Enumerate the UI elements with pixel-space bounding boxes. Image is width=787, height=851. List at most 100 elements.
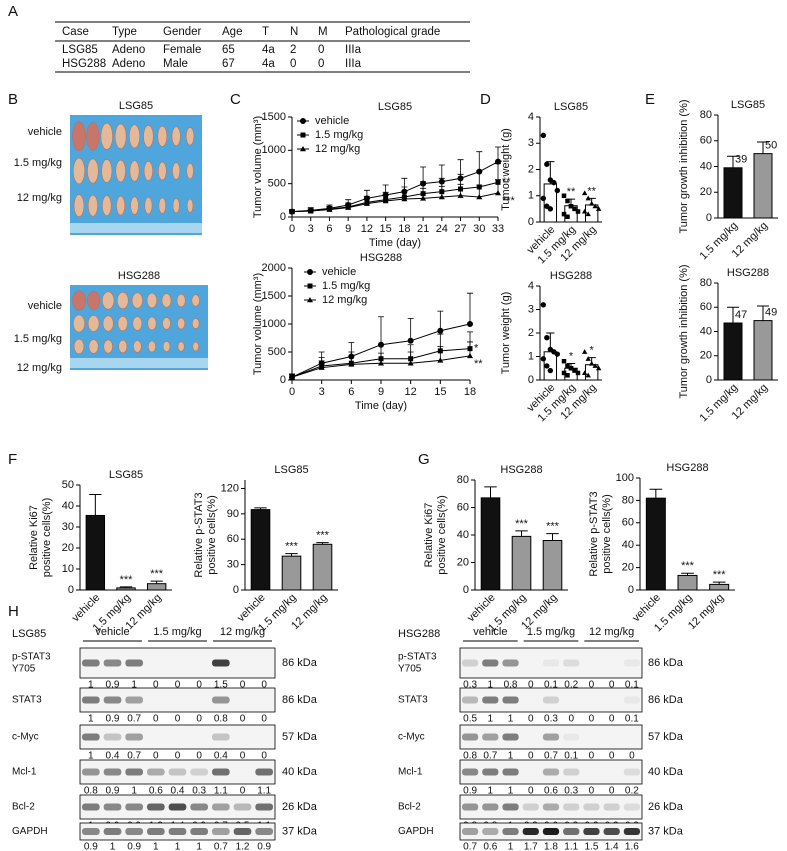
tumor bbox=[157, 161, 167, 181]
y-tick-label: 2 bbox=[528, 327, 534, 339]
quant-label: 0.8 bbox=[463, 751, 477, 762]
band bbox=[82, 803, 100, 811]
quant-label: 1 bbox=[488, 714, 494, 725]
data-point bbox=[581, 208, 588, 214]
x-tick-label: 3 bbox=[319, 386, 325, 398]
marker bbox=[420, 195, 427, 201]
table-cell: 0 bbox=[290, 58, 296, 70]
band bbox=[563, 803, 580, 811]
quant-label: 0.9 bbox=[257, 842, 271, 851]
row-label: GAPDH bbox=[12, 826, 48, 837]
series-line bbox=[291, 161, 499, 213]
band bbox=[563, 697, 579, 704]
significance: * bbox=[569, 350, 574, 362]
x-tick-label: 6 bbox=[348, 386, 354, 398]
y-tick-label: 0 bbox=[706, 212, 712, 224]
photo-row-label: 1.5 mg/kg bbox=[14, 333, 62, 345]
row-label: Mcl-1 bbox=[12, 767, 37, 778]
quant-label: 0.2 bbox=[564, 680, 578, 691]
band bbox=[604, 697, 620, 704]
error-bar bbox=[437, 310, 444, 331]
band bbox=[623, 659, 640, 667]
band bbox=[255, 768, 273, 776]
quant-label: 0.7 bbox=[463, 842, 477, 851]
y-axis-label: Relative p-STAT3 bbox=[588, 491, 600, 576]
quant-label: 0.1 bbox=[625, 714, 639, 725]
y-axis-label: Relative Ki67 bbox=[423, 503, 435, 568]
y-tick-label: 0 bbox=[68, 584, 74, 596]
data-point bbox=[581, 190, 588, 196]
significance: *** bbox=[546, 521, 560, 533]
table-cell: 4a bbox=[262, 58, 275, 70]
band bbox=[482, 733, 499, 741]
tumor bbox=[101, 159, 113, 183]
marker bbox=[457, 192, 464, 198]
row-label: Bcl-2 bbox=[12, 802, 35, 813]
tumor bbox=[116, 195, 126, 216]
quant-label: 1 bbox=[175, 842, 181, 851]
table-cell: Adeno bbox=[112, 44, 145, 56]
band bbox=[125, 733, 143, 741]
panel-label: D bbox=[480, 91, 491, 108]
data-point bbox=[595, 365, 602, 371]
band bbox=[482, 828, 499, 835]
band bbox=[583, 660, 599, 667]
legend-marker bbox=[300, 118, 306, 124]
kda-label: 37 kDa bbox=[282, 825, 318, 837]
quant-label: 1 bbox=[508, 714, 514, 725]
legend-label: 12 mg/kg bbox=[315, 143, 360, 155]
y-tick-label: 40 bbox=[700, 160, 712, 172]
quant-label: 0 bbox=[589, 751, 595, 762]
y-tick-label: 80 bbox=[622, 494, 634, 506]
quant-label: 0.4 bbox=[214, 751, 228, 762]
legend-label: vehicle bbox=[322, 266, 356, 278]
x-tick-label: 33 bbox=[492, 223, 504, 235]
band bbox=[212, 733, 230, 741]
tumor bbox=[88, 339, 99, 354]
y-tick-label: 60 bbox=[227, 533, 239, 545]
chart-title: LSG85 bbox=[274, 464, 308, 476]
band bbox=[603, 803, 620, 811]
y-axis-label: Tumor weight (g) bbox=[500, 292, 512, 375]
quant-label: 0 bbox=[528, 786, 534, 797]
y-tick-label: 40 bbox=[457, 529, 469, 541]
band bbox=[233, 803, 252, 811]
blot-title: HSG288 bbox=[398, 628, 440, 640]
quant-label: 0 bbox=[568, 714, 574, 725]
band bbox=[212, 828, 230, 835]
band bbox=[482, 659, 499, 667]
y-tick-label: 500 bbox=[268, 346, 286, 358]
table-header: Type bbox=[112, 26, 137, 38]
band bbox=[190, 803, 208, 811]
value-label: 50 bbox=[765, 140, 777, 152]
y-tick-label: 1 bbox=[528, 350, 534, 362]
quant-label: 0 bbox=[261, 680, 267, 691]
panel-label: G bbox=[418, 451, 430, 468]
table-header: N bbox=[290, 26, 298, 38]
data-point bbox=[540, 195, 547, 202]
table-header: M bbox=[318, 26, 328, 38]
y-tick-label: 4 bbox=[528, 111, 534, 123]
data-point bbox=[588, 360, 595, 366]
kda-label: 26 kDa bbox=[282, 801, 318, 813]
data-point bbox=[554, 351, 561, 357]
bar bbox=[281, 555, 302, 591]
y-tick-label: 4 bbox=[528, 280, 534, 292]
tumor bbox=[192, 341, 199, 352]
tumor bbox=[186, 198, 194, 213]
blot-frame bbox=[459, 724, 643, 750]
y-tick-label: 20 bbox=[622, 562, 634, 574]
bar bbox=[480, 497, 501, 591]
band bbox=[147, 768, 165, 776]
blot-frame bbox=[79, 759, 276, 785]
quant-label: 0.3 bbox=[564, 786, 578, 797]
quant-label: 1 bbox=[88, 714, 94, 725]
table-header: Case bbox=[62, 26, 89, 38]
series-line bbox=[291, 181, 499, 213]
quant-label: 0 bbox=[609, 680, 615, 691]
y-tick-label: 60 bbox=[457, 501, 469, 513]
quant-label: 1.1 bbox=[257, 786, 271, 797]
data-point bbox=[554, 187, 561, 194]
tumor bbox=[172, 162, 181, 180]
bar bbox=[677, 574, 698, 591]
